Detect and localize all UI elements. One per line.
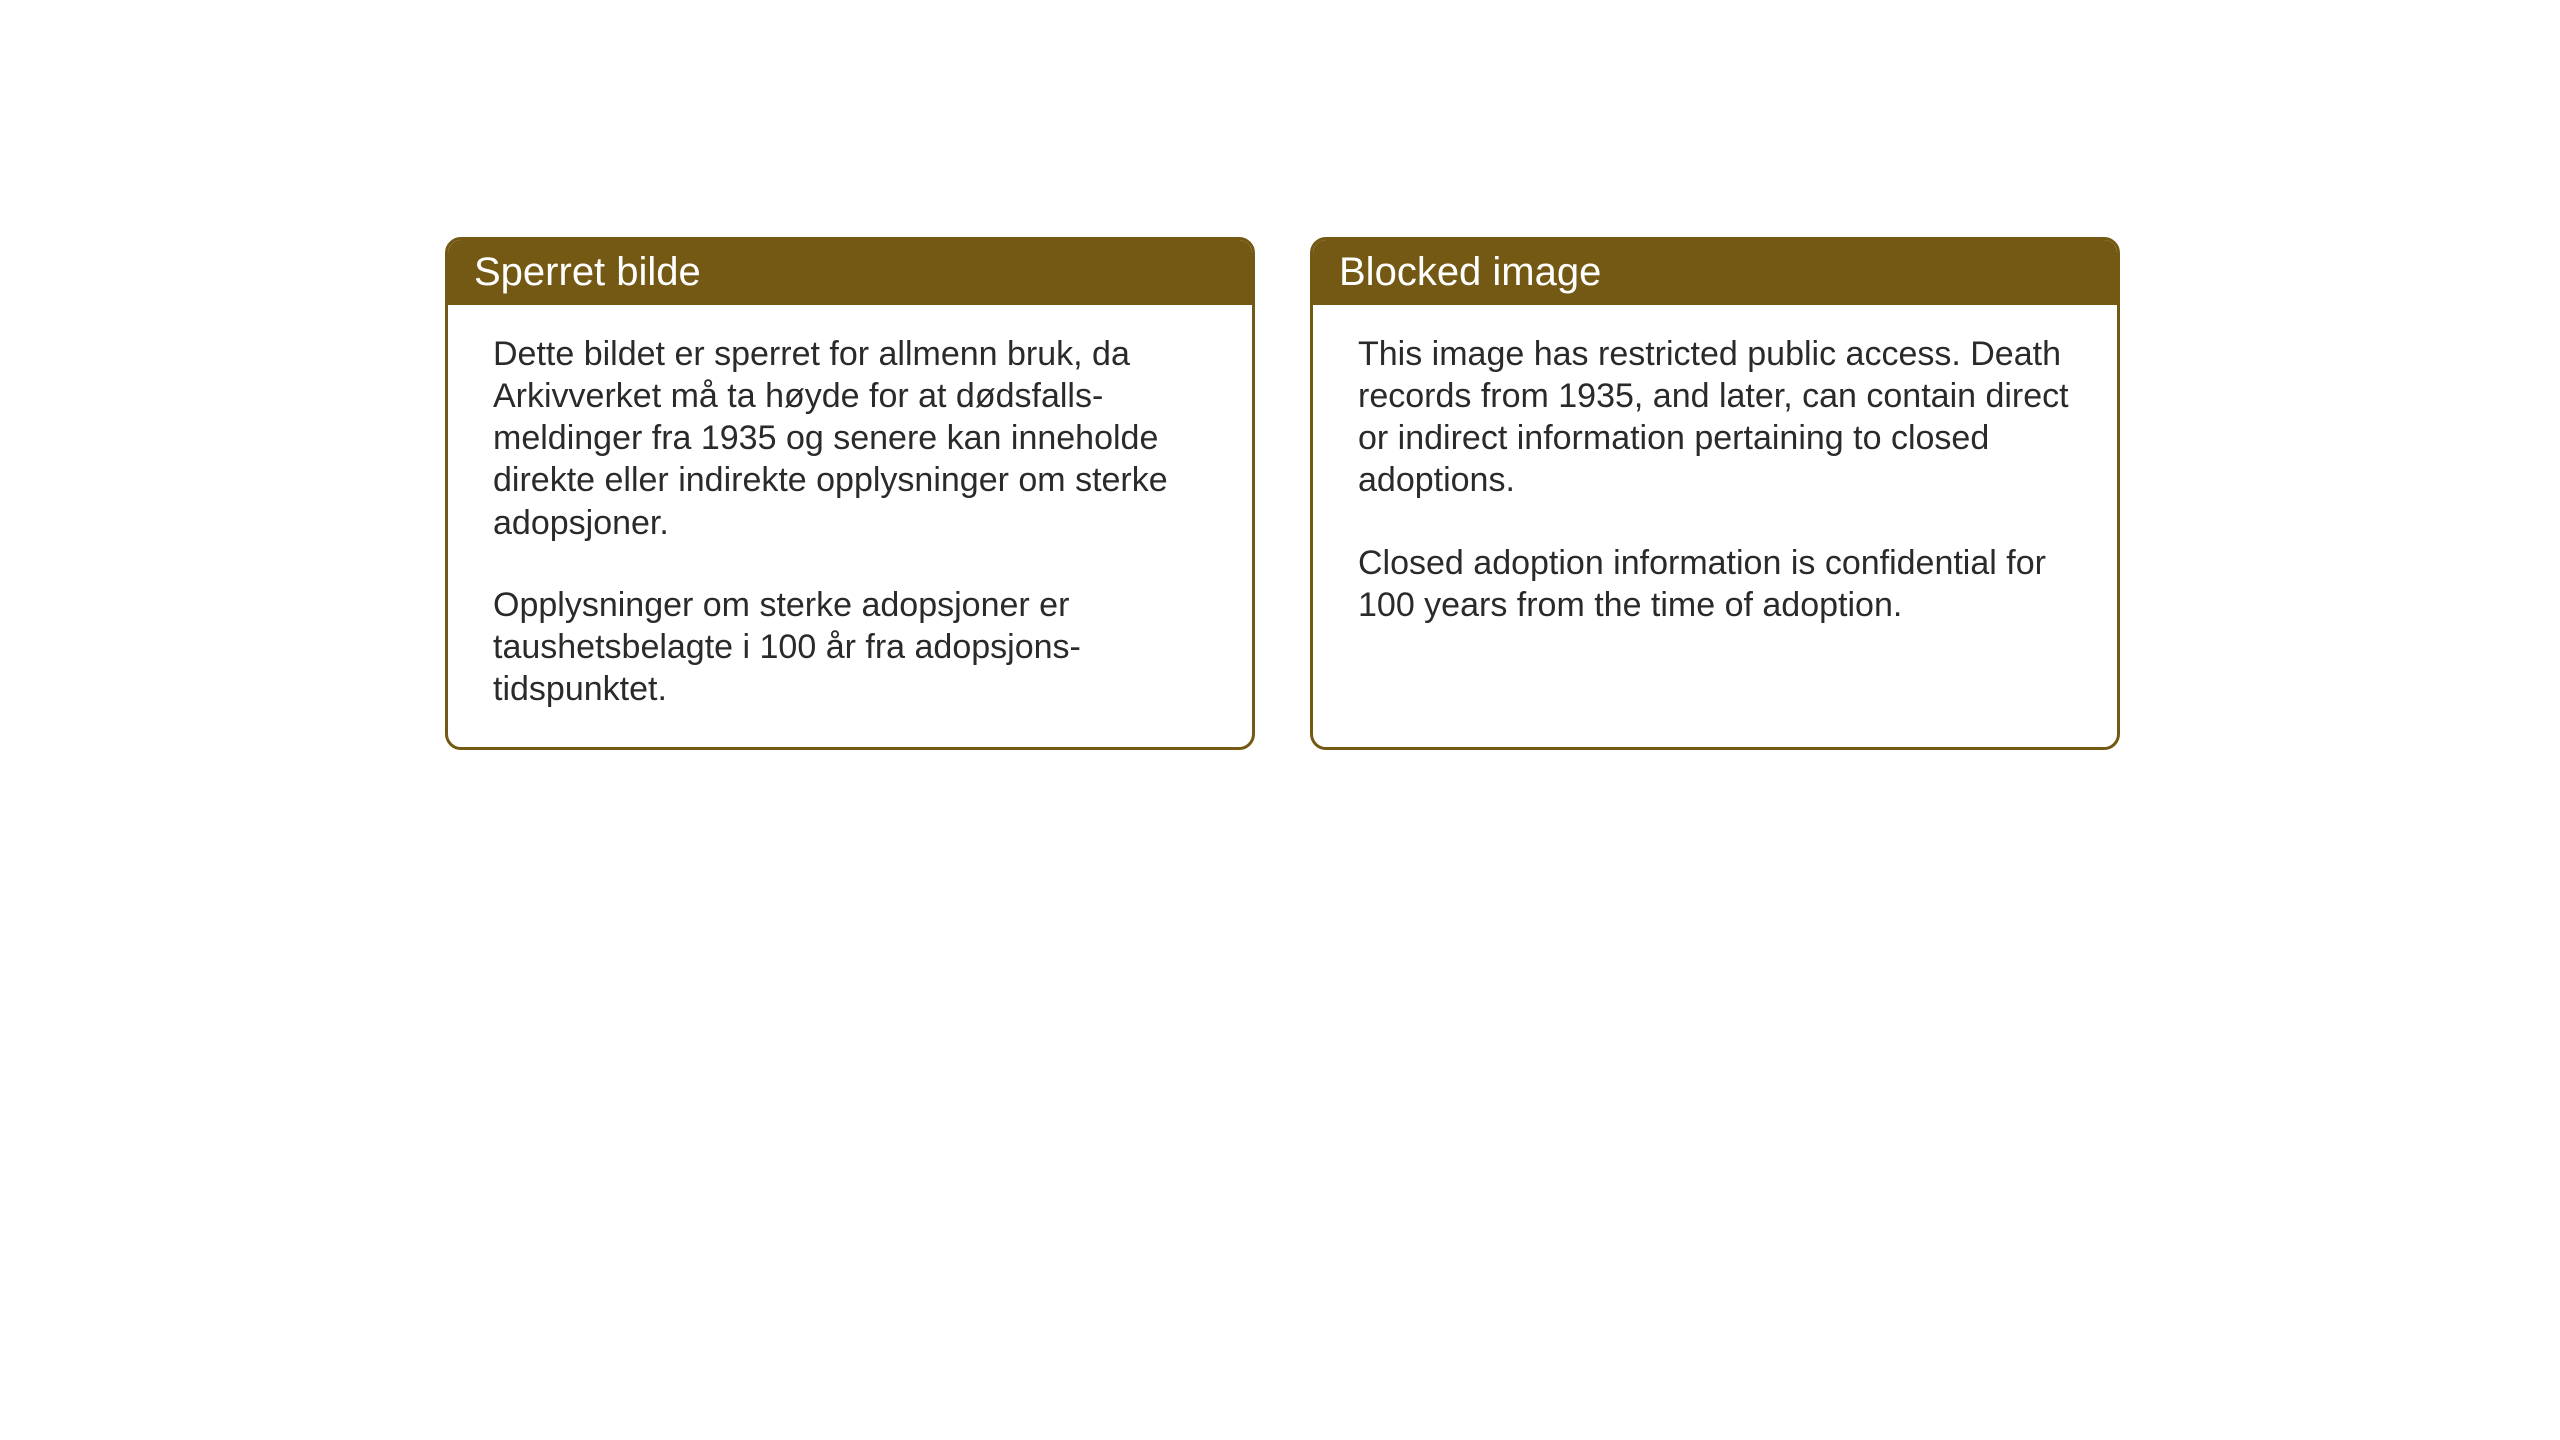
- paragraph-1-english: This image has restricted public access.…: [1358, 333, 2072, 502]
- paragraph-2-english: Closed adoption information is confident…: [1358, 542, 2072, 626]
- box-header-norwegian: Sperret bilde: [448, 240, 1252, 305]
- info-box-container: Sperret bilde Dette bildet er sperret fo…: [445, 237, 2120, 750]
- box-body-english: This image has restricted public access.…: [1313, 305, 2117, 662]
- paragraph-1-norwegian: Dette bildet er sperret for allmenn bruk…: [493, 333, 1207, 544]
- info-box-norwegian: Sperret bilde Dette bildet er sperret fo…: [445, 237, 1255, 750]
- box-body-norwegian: Dette bildet er sperret for allmenn bruk…: [448, 305, 1252, 746]
- info-box-english: Blocked image This image has restricted …: [1310, 237, 2120, 750]
- paragraph-2-norwegian: Opplysninger om sterke adopsjoner er tau…: [493, 584, 1207, 710]
- box-header-english: Blocked image: [1313, 240, 2117, 305]
